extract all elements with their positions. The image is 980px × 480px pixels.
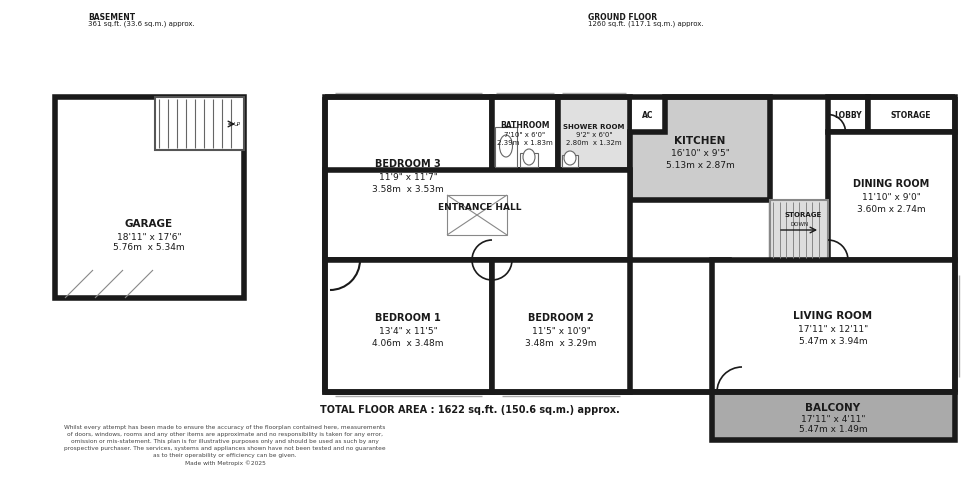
Text: 17'11" x 12'11": 17'11" x 12'11" [798,324,868,334]
Text: TOTAL FLOOR AREA : 1622 sq.ft. (150.6 sq.m.) approx.: TOTAL FLOOR AREA : 1622 sq.ft. (150.6 sq… [320,405,619,415]
Bar [325,260,492,392]
Text: 9'2" x 6'0": 9'2" x 6'0" [576,132,612,138]
Text: 5.47m x 3.94m: 5.47m x 3.94m [799,336,867,346]
Bar [325,97,492,260]
Polygon shape [630,97,770,200]
Text: BEDROOM 2: BEDROOM 2 [528,313,594,323]
Text: STORAGE: STORAGE [784,212,821,218]
Bar [325,170,630,260]
Text: BASEMENT: BASEMENT [88,12,135,22]
Ellipse shape [500,135,513,157]
Text: LIVING ROOM: LIVING ROOM [794,311,872,321]
Text: 7'10" x 6'0": 7'10" x 6'0" [505,132,546,138]
Text: 4.06m  x 3.48m: 4.06m x 3.48m [372,338,444,348]
Text: 3.58m  x 3.53m: 3.58m x 3.53m [372,184,444,193]
Bar [630,97,770,200]
Ellipse shape [523,149,535,165]
Text: BALCONY: BALCONY [806,403,860,413]
Bar [562,155,578,167]
Text: AC: AC [642,110,654,120]
Bar [828,132,955,260]
Bar [520,153,538,167]
Text: 5.47m x 1.49m: 5.47m x 1.49m [799,425,867,434]
Text: 3.48m  x 3.29m: 3.48m x 3.29m [525,338,597,348]
Bar [828,97,868,132]
Bar [492,97,558,170]
Text: BEDROOM 3: BEDROOM 3 [375,159,441,169]
Text: GARAGE: GARAGE [124,219,173,229]
Text: DOWN: DOWN [791,223,809,228]
Text: 11'10" x 9'0": 11'10" x 9'0" [861,192,920,202]
Bar [447,195,507,235]
Text: GROUND FLOOR: GROUND FLOOR [588,12,658,22]
Bar [55,97,244,298]
Text: 2.39m  x 1.83m: 2.39m x 1.83m [497,140,553,146]
Bar [558,97,630,170]
Bar [769,200,829,260]
Text: Whilst every attempt has been made to ensure the accuracy of the floorplan conta: Whilst every attempt has been made to en… [64,425,386,466]
Text: BEDROOM 1: BEDROOM 1 [375,313,441,323]
Text: 361 sq.ft. (33.6 sq.m.) approx.: 361 sq.ft. (33.6 sq.m.) approx. [88,21,195,27]
Text: 13'4" x 11'5": 13'4" x 11'5" [378,326,437,336]
Text: 1260 sq.ft. (117.1 sq.m.) approx.: 1260 sq.ft. (117.1 sq.m.) approx. [588,21,704,27]
Text: 5.13m x 2.87m: 5.13m x 2.87m [665,161,734,170]
Bar [155,97,244,150]
Bar [712,392,955,440]
Bar [712,260,955,392]
Bar [868,97,955,132]
Text: DINING ROOM: DINING ROOM [853,179,929,189]
Text: 16'10" x 9'5": 16'10" x 9'5" [670,149,729,158]
Text: 11'9" x 11'7": 11'9" x 11'7" [378,172,437,181]
Text: 2.80m  x 1.32m: 2.80m x 1.32m [566,140,622,146]
Ellipse shape [564,151,576,165]
Text: 5.76m  x 5.34m: 5.76m x 5.34m [113,243,185,252]
Text: KITCHEN: KITCHEN [674,136,725,146]
Bar [492,260,630,392]
Text: 3.60m x 2.74m: 3.60m x 2.74m [857,204,925,214]
Text: 18'11" x 17'6": 18'11" x 17'6" [117,232,181,241]
Bar [630,97,665,132]
Text: SHOWER ROOM: SHOWER ROOM [564,124,624,130]
Bar [770,200,828,260]
Text: LOBBY: LOBBY [834,110,861,120]
Text: 11'5" x 10'9": 11'5" x 10'9" [531,326,590,336]
Text: 17'11" x 4'11": 17'11" x 4'11" [801,415,865,423]
Text: BATHROOM: BATHROOM [500,121,550,131]
Text: UP: UP [234,121,241,127]
Text: ENTRANCE HALL: ENTRANCE HALL [438,203,521,212]
Text: STORAGE: STORAGE [891,110,931,120]
Bar [325,260,729,392]
Bar [495,127,517,167]
